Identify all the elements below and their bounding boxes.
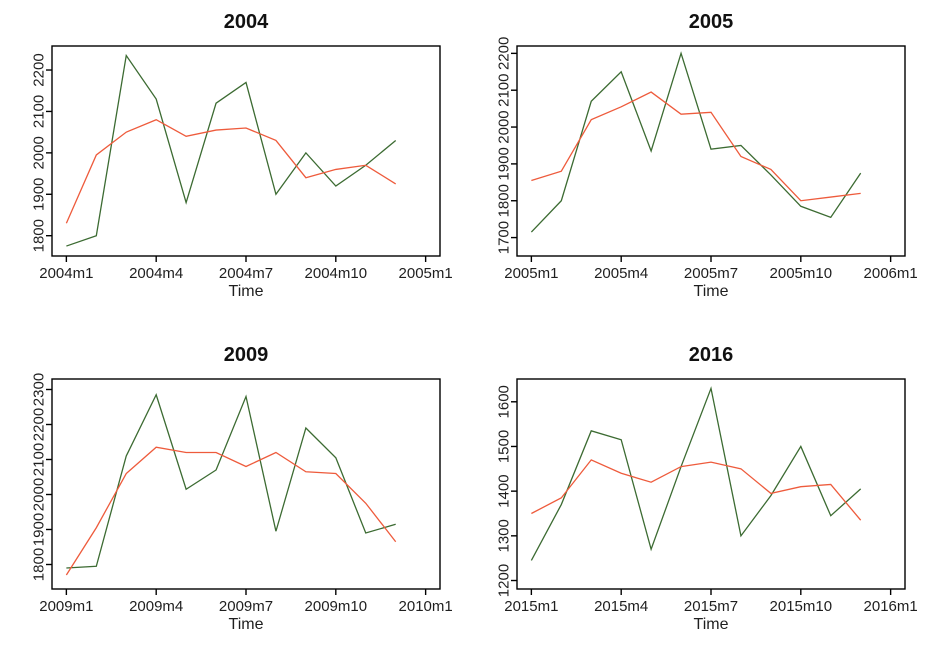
chart-title-2005: 2005	[688, 11, 734, 33]
y-tick-label: 2100	[31, 443, 48, 476]
plot-box	[516, 378, 906, 590]
y-tick-label: 2200	[31, 408, 48, 441]
y-tick-label: 2000	[31, 136, 48, 169]
series-line-orange	[531, 91, 861, 202]
y-tick-label: 1900	[31, 178, 48, 211]
x-tick-label: 2015m1	[504, 598, 558, 615]
panel-2004: 2004 2004m1 2004m4 2004m7 2004m10 2005m1 1800…	[0, 0, 465, 333]
plot-box	[51, 378, 441, 590]
plot-box	[516, 45, 906, 257]
series-line-orange	[65, 446, 397, 576]
x-tick-label: 2005m10	[770, 265, 833, 282]
x-tick-label: 2005m1	[504, 265, 558, 282]
chart-title-2009: 2009	[223, 344, 269, 366]
x-tick-label: 2015m4	[594, 598, 648, 615]
y-tick-label: 2200	[31, 53, 48, 86]
y-tick-label: 1600	[496, 385, 513, 418]
x-tick-label: 2015m10	[770, 598, 833, 615]
x-tick-label: 2015m7	[684, 598, 738, 615]
y-tick-label: 1900	[31, 513, 48, 546]
y-tick-label: 1400	[496, 474, 513, 507]
series-line-green	[530, 386, 862, 561]
plot-area-2016: 2015m1 2015m4 2015m7 2015m10 2016m1 1200 1300 1…	[496, 378, 918, 615]
y-tick-label: 2000	[31, 478, 48, 511]
x-tick-label: 2009m1	[39, 598, 93, 615]
y-tick-label: 1800	[31, 548, 48, 581]
series-line-green	[66, 53, 397, 247]
y-tick-label: 2100	[31, 95, 48, 128]
x-axis-label-2016: Time	[693, 616, 729, 633]
x-tick-label: 2005m7	[684, 265, 738, 282]
y-tick-label: 1500	[496, 430, 513, 463]
y-tick-label: 1900	[496, 147, 513, 180]
y-tick-label: 1300	[496, 519, 513, 552]
series-line-orange	[65, 119, 397, 224]
x-axis-label-2005: Time	[693, 283, 729, 300]
y-tick-label: 1700	[496, 221, 513, 254]
series-line-green	[66, 393, 396, 569]
x-tick-label: 2010m1	[399, 598, 453, 615]
x-tick-label: 2009m10	[305, 598, 368, 615]
plot-area-2004: 2004m1 2004m4 2004m7 2004m10 2005m1 1800 1900 2…	[31, 45, 453, 282]
plot-area-2005: 2005m1 2005m4 2005m7 2005m10 2006m1 1700 1800 1…	[496, 37, 918, 282]
x-axis-label-2009: Time	[228, 616, 264, 633]
x-tick-label: 2005m4	[594, 265, 648, 282]
panel-2005: 2005 2005m1 2005m4 2005m7 2005m10 2006m1 1700…	[465, 0, 930, 333]
panel-2016: 2016 2015m1 2015m4 2015m7 2015m10 2016m1 1200…	[465, 333, 930, 666]
x-tick-label: 2016m1	[864, 598, 918, 615]
y-tick-label: 1800	[31, 219, 48, 252]
plot-area-2009: 2009m1 2009m4 2009m7 2009m10 2010m1 1800 1900 2…	[31, 373, 453, 615]
series-line-orange	[531, 459, 862, 521]
x-tick-label: 2009m4	[129, 598, 183, 615]
x-tick-label: 2009m7	[219, 598, 273, 615]
x-axis-label-2004: Time	[228, 283, 264, 300]
x-tick-label: 2004m7	[219, 265, 273, 282]
x-tick-label: 2004m4	[129, 265, 183, 282]
y-tick-label: 2200	[496, 37, 513, 70]
x-tick-label: 2004m1	[39, 265, 93, 282]
y-tick-label: 2300	[31, 373, 48, 406]
x-tick-label: 2004m10	[305, 265, 368, 282]
y-tick-label: 1800	[496, 184, 513, 217]
panel-2009: 2009 2009m1 2009m4 2009m7 2009m10 2010m1 1800…	[0, 333, 465, 666]
y-tick-label: 1200	[496, 564, 513, 597]
y-tick-label: 2100	[496, 74, 513, 107]
chart-title-2016: 2016	[688, 344, 734, 366]
chart-title-2004: 2004	[223, 11, 269, 33]
x-tick-label: 2006m1	[864, 265, 918, 282]
y-tick-label: 2000	[496, 110, 513, 143]
x-tick-label: 2005m1	[399, 265, 453, 282]
series-line-green	[530, 51, 862, 233]
